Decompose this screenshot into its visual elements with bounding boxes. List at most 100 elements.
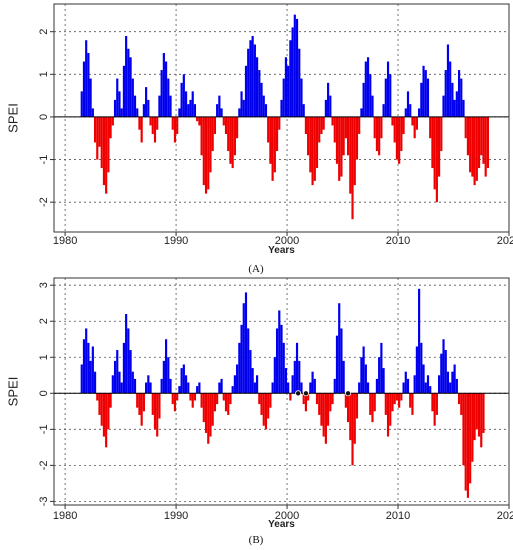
negative-spei-bar xyxy=(371,393,374,423)
positive-spei-bar xyxy=(382,368,385,394)
negative-spei-bar xyxy=(209,393,212,437)
positive-spei-bar xyxy=(366,382,370,394)
positive-spei-bar xyxy=(404,108,407,117)
positive-spei-bar xyxy=(364,364,367,394)
negative-spei-bar xyxy=(304,116,308,134)
positive-spei-bar xyxy=(420,342,423,394)
negative-spei-bar xyxy=(307,116,310,156)
positive-spei-bar xyxy=(366,57,370,117)
positive-spei-bar xyxy=(389,74,392,117)
positive-spei-bar xyxy=(313,378,316,394)
positive-spei-bar xyxy=(426,78,430,117)
negative-spei-bar xyxy=(151,116,154,134)
negative-spei-bar xyxy=(391,393,394,412)
y-tick-label: 0 xyxy=(38,114,50,120)
y-axis-label: SPEI xyxy=(5,103,20,133)
negative-spei-bar xyxy=(471,393,474,462)
negative-spei-bar xyxy=(227,116,230,152)
negative-spei-bar xyxy=(320,116,323,134)
x-tick-label: 2010 xyxy=(386,235,410,247)
negative-spei-bar xyxy=(331,116,334,126)
positive-spei-bar xyxy=(220,378,223,394)
positive-spei-bar xyxy=(300,78,303,117)
negative-spei-bar xyxy=(395,116,399,160)
positive-spei-bar xyxy=(449,61,452,117)
negative-spei-bar xyxy=(331,393,334,405)
negative-spei-bar xyxy=(318,393,321,415)
positive-spei-bar xyxy=(369,74,372,117)
positive-spei-bar xyxy=(453,364,456,394)
positive-spei-bar xyxy=(409,104,412,117)
positive-spei-bar xyxy=(116,78,119,117)
negative-spei-bar xyxy=(386,393,390,437)
positive-spei-bar xyxy=(360,357,363,394)
x-tick-label: 1980 xyxy=(53,510,77,522)
positive-spei-bar xyxy=(280,324,283,394)
panel-b-chart: 1980 1990 2000 2010 2020 -3 -2 -1 0 1 2 3 Years SPEI xyxy=(5,277,513,530)
negative-spei-bar xyxy=(355,116,359,160)
positive-spei-bar xyxy=(191,91,194,117)
negative-spei-bar xyxy=(176,116,179,134)
negative-spei-bar xyxy=(107,116,110,173)
negative-spei-bar xyxy=(156,116,159,130)
negative-spei-bar xyxy=(344,116,347,139)
negative-spei-bar xyxy=(466,393,470,498)
negative-spei-bar xyxy=(464,393,467,491)
positive-spei-bar xyxy=(340,328,343,394)
negative-spei-bar xyxy=(233,116,236,156)
negative-spei-bar xyxy=(355,393,359,419)
negative-spei-bar xyxy=(105,116,108,194)
positive-spei-bar xyxy=(231,386,234,394)
negative-spei-bar xyxy=(400,116,403,152)
positive-spei-bar xyxy=(324,99,327,117)
positive-spei-bar xyxy=(278,310,281,394)
positive-spei-bar xyxy=(462,99,465,117)
negative-spei-bar xyxy=(373,116,376,139)
negative-spei-bar xyxy=(153,393,157,430)
positive-spei-bar xyxy=(220,108,223,117)
positive-spei-bar xyxy=(184,375,188,394)
positive-spei-bar xyxy=(187,104,190,117)
negative-spei-bar xyxy=(402,116,405,134)
positive-spei-bar xyxy=(327,82,330,117)
negative-spei-bar xyxy=(440,116,443,152)
x-axis-label: Years xyxy=(268,245,295,256)
negative-spei-bar xyxy=(460,393,463,415)
positive-spei-bar xyxy=(371,95,374,117)
negative-spei-bar xyxy=(340,116,343,177)
positive-spei-bar xyxy=(384,78,387,117)
x-tick-label: 2010 xyxy=(386,510,410,522)
negative-spei-bar xyxy=(267,393,270,419)
y-tick-label: 2 xyxy=(38,29,50,35)
positive-spei-bar xyxy=(424,382,427,394)
positive-spei-bar xyxy=(122,342,126,394)
positive-spei-bar xyxy=(404,371,407,394)
negative-spei-bar xyxy=(213,393,217,412)
positive-spei-bar xyxy=(240,324,243,394)
positive-spei-bar xyxy=(238,108,241,117)
negative-spei-bar xyxy=(429,116,432,139)
positive-spei-bar xyxy=(415,346,418,394)
positive-spei-bar xyxy=(249,350,252,394)
negative-spei-bar xyxy=(100,116,103,169)
negative-spei-bar xyxy=(211,116,214,152)
positive-spei-bar xyxy=(118,91,121,117)
positive-spei-bar xyxy=(378,357,381,394)
negative-spei-bar xyxy=(391,116,394,126)
negative-spei-bar xyxy=(138,393,141,415)
positive-spei-bar xyxy=(282,78,285,117)
y-tick-label: 2 xyxy=(38,318,50,324)
positive-spei-bar xyxy=(87,342,90,394)
negative-spei-bar xyxy=(96,116,99,160)
negative-spei-bar xyxy=(302,393,305,405)
negative-spei-bar xyxy=(236,116,239,139)
negative-spei-bar xyxy=(227,393,230,415)
positive-spei-bar xyxy=(162,360,165,394)
positive-spei-bar xyxy=(442,339,445,394)
positive-spei-bar xyxy=(453,99,456,117)
positive-spei-bar xyxy=(275,328,279,394)
positive-spei-bar xyxy=(127,48,130,117)
negative-spei-bar xyxy=(289,393,292,401)
negative-spei-bar xyxy=(213,116,217,134)
positive-spei-bar xyxy=(133,378,137,394)
